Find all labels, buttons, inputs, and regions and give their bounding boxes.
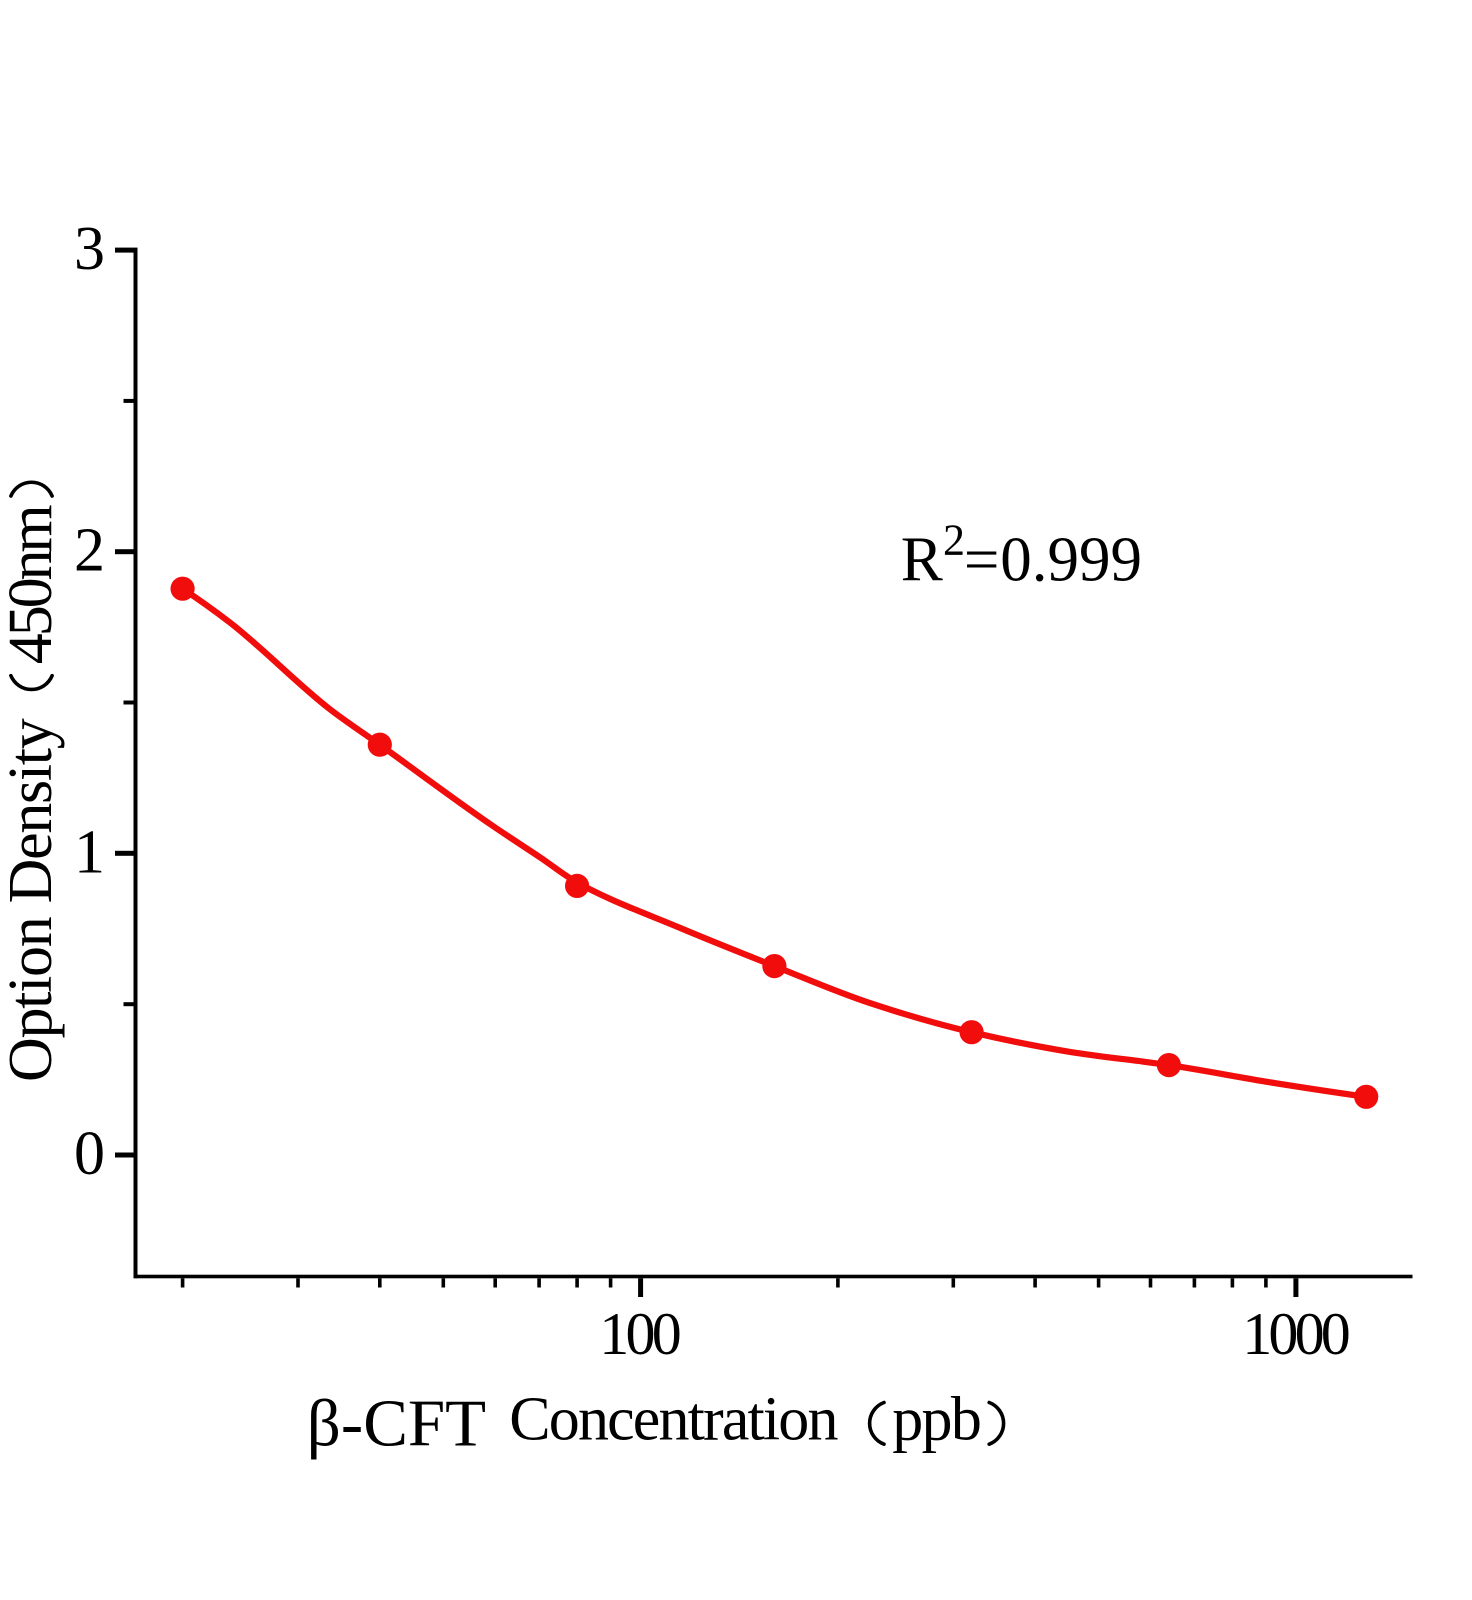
svg-text:Concentration: Concentration	[509, 1385, 838, 1453]
svg-text:Option Density: Option Density	[0, 718, 65, 1082]
svg-text:3: 3	[74, 215, 105, 283]
svg-text:ppb: ppb	[892, 1385, 980, 1453]
svg-text:100: 100	[599, 1301, 679, 1367]
svg-text:=: =	[964, 524, 1000, 594]
svg-text:1000: 1000	[1242, 1301, 1349, 1367]
svg-text:R: R	[901, 524, 943, 594]
svg-text:0: 0	[74, 1120, 105, 1188]
svg-text:2: 2	[943, 516, 965, 565]
svg-text:β-CFT: β-CFT	[307, 1387, 486, 1461]
svg-text:1: 1	[74, 818, 105, 886]
svg-text:2: 2	[74, 517, 105, 585]
svg-text:0.999: 0.999	[1000, 524, 1142, 594]
svg-text:450nm: 450nm	[0, 505, 65, 665]
